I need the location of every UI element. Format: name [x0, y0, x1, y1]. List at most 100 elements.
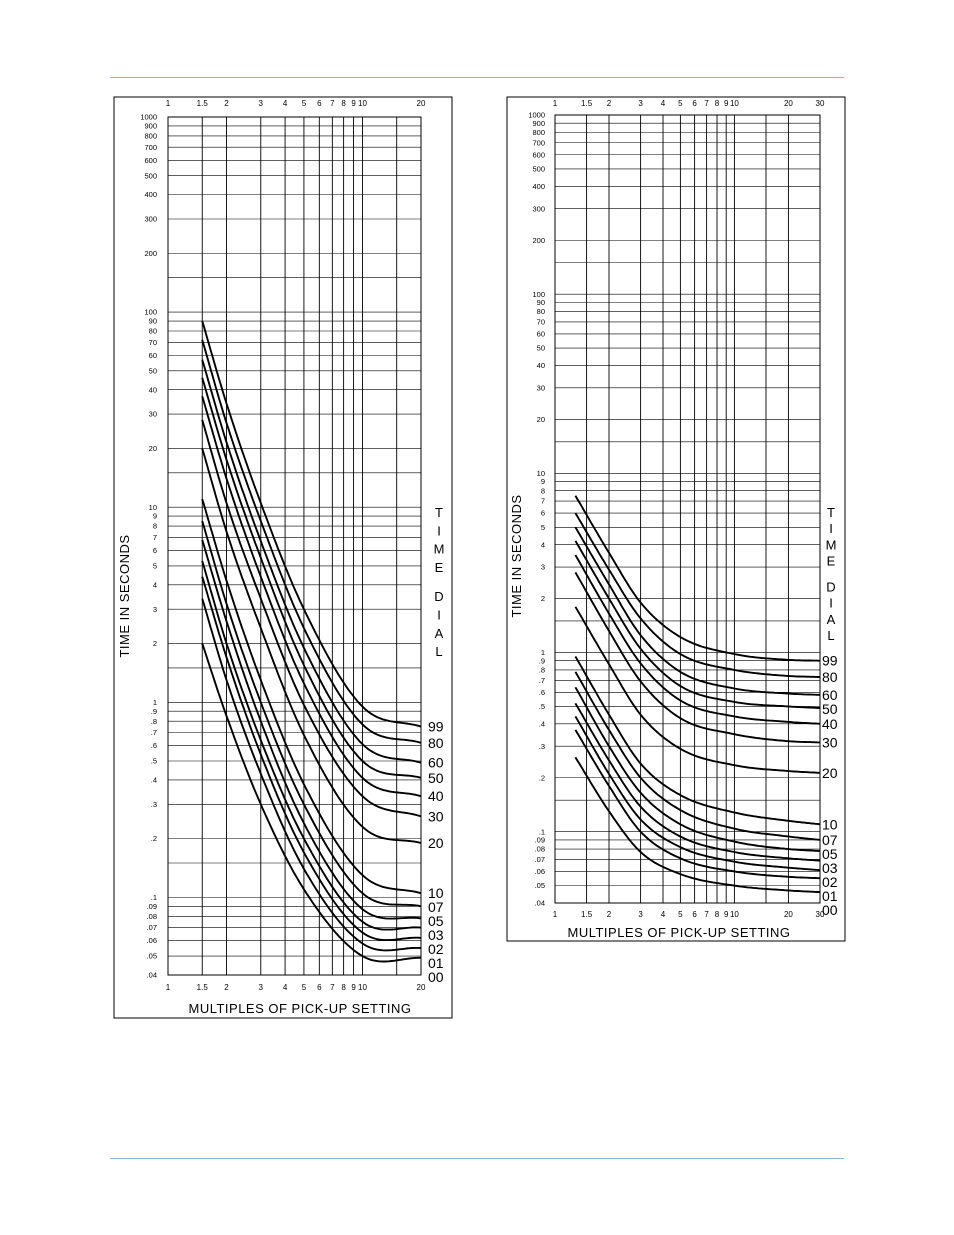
curve-dial-60: [201, 359, 422, 764]
y-tick-label: .07: [147, 923, 157, 932]
y-tick-label: .6: [539, 688, 545, 697]
y-tick-label: 90: [537, 298, 545, 307]
y-tick-label: 40: [149, 385, 157, 394]
y-tick-label: 5: [541, 523, 545, 532]
x-tick-label-top: 2: [607, 99, 612, 108]
dial-label-80: 80: [428, 735, 444, 751]
y-tick-label: 800: [144, 132, 157, 141]
y-tick-label: 500: [532, 165, 545, 174]
curve-dial-03: [574, 702, 821, 862]
curve-dial-03: [201, 560, 422, 931]
y-tick-label: 200: [532, 236, 545, 245]
x-tick-label-top: 10: [730, 99, 739, 108]
y-tick-label: 5: [153, 562, 157, 571]
curve-dial-01: [574, 729, 820, 880]
y-tick-label: 70: [537, 318, 545, 327]
x-tick-label-bottom: 9: [351, 983, 356, 992]
y-tick-label: .09: [147, 902, 157, 911]
y-tick-label: 7: [541, 497, 545, 506]
curve-dial-07: [201, 520, 422, 908]
x-tick-label-top: 1: [553, 99, 558, 108]
y-tick-label: 500: [144, 171, 157, 180]
y-tick-label: 300: [532, 204, 545, 213]
y-axis-label: TIME IN SECONDS: [509, 494, 524, 617]
x-tick-label-top: 5: [302, 99, 307, 108]
curve-dial-30: [574, 571, 820, 744]
y-tick-label: 3: [541, 563, 545, 572]
y-tick-label: .07: [535, 855, 545, 864]
x-tick-label-top: 1: [166, 99, 171, 108]
y-tick-label: .05: [535, 881, 545, 890]
x-axis-label: MULTIPLES OF PICK-UP SETTING: [189, 1001, 412, 1016]
y-tick-label: 900: [532, 119, 545, 128]
y-tick-label: 600: [532, 150, 545, 159]
x-tick-label-top: 3: [638, 99, 643, 108]
chart-2: 1000900800700600500400300200100908070605…: [506, 96, 846, 942]
y-tick-label: 700: [144, 143, 157, 152]
y-tick-label: .3: [539, 742, 545, 751]
y-tick-label: 100: [532, 290, 545, 299]
x-tick-label-top: 30: [816, 99, 825, 108]
y-tick-label: .1: [539, 827, 545, 836]
y-tick-label: 1: [153, 698, 157, 707]
curve-dial-60: [574, 526, 821, 696]
y-tick-label: .5: [151, 757, 157, 766]
y-tick-label: 9: [541, 477, 545, 486]
x-tick-label-top: 2: [224, 99, 229, 108]
dial-label-00: 00: [428, 969, 444, 985]
y-tick-label: 20: [537, 415, 545, 424]
dial-label-60: 60: [822, 687, 838, 703]
y-tick-label: 30: [149, 410, 157, 419]
y-tick-label: .4: [151, 776, 157, 785]
y-tick-label: .06: [147, 936, 157, 945]
y-tick-label: .4: [539, 719, 545, 728]
y-tick-label: 3: [153, 605, 157, 614]
chart-frame: [113, 96, 453, 1019]
x-tick-label-top: 6: [317, 99, 322, 108]
dial-label-99: 99: [428, 719, 444, 735]
curve-dial-30: [201, 419, 422, 818]
x-tick-label-bottom: 5: [302, 983, 307, 992]
curve-dial-10: [574, 656, 821, 826]
chart-frame: [506, 96, 846, 942]
y-tick-label: .8: [151, 717, 157, 726]
curve-dial-01: [201, 598, 422, 952]
x-tick-label-bottom: 4: [283, 983, 288, 992]
y-tick-label: .5: [539, 702, 545, 711]
dial-label-20: 20: [428, 835, 444, 851]
y-tick-label: 4: [153, 580, 157, 589]
x-tick-label-bottom: 1.5: [197, 983, 209, 992]
x-tick-label-top: 1.5: [581, 99, 593, 108]
dial-label-60: 60: [428, 755, 444, 771]
dial-label-05: 05: [428, 913, 444, 929]
dial-label-99: 99: [822, 653, 838, 669]
y-tick-label: 9: [153, 512, 157, 521]
y-tick-label: 20: [149, 444, 157, 453]
dial-label-50: 50: [428, 770, 444, 786]
y-tick-label: 80: [537, 307, 545, 316]
y-tick-label: .9: [151, 707, 157, 716]
curve-dial-99: [574, 495, 820, 662]
x-axis-label: MULTIPLES OF PICK-UP SETTING: [568, 925, 791, 940]
y-tick-label: 60: [537, 330, 545, 339]
y-tick-label: .04: [147, 971, 157, 980]
curve-dial-99: [201, 320, 422, 728]
x-tick-label-bottom: 1: [166, 983, 171, 992]
curve-dial-00: [201, 643, 421, 963]
curve-dial-80: [574, 512, 820, 678]
y-tick-label: .1: [151, 893, 157, 902]
y-tick-label: .04: [535, 899, 545, 908]
x-tick-label-bottom: 8: [715, 910, 720, 919]
y-tick-label: 50: [537, 344, 545, 353]
x-tick-label-bottom: 3: [259, 983, 264, 992]
x-tick-label-top: 8: [715, 99, 720, 108]
x-tick-label-bottom: 30: [816, 910, 825, 919]
y-tick-label: 7: [153, 533, 157, 542]
curve-dial-80: [201, 339, 422, 744]
y-tick-label: 1: [541, 648, 545, 657]
y-tick-label: 90: [149, 317, 157, 326]
curve-dial-02: [201, 576, 422, 942]
y-tick-label: 6: [153, 546, 157, 555]
